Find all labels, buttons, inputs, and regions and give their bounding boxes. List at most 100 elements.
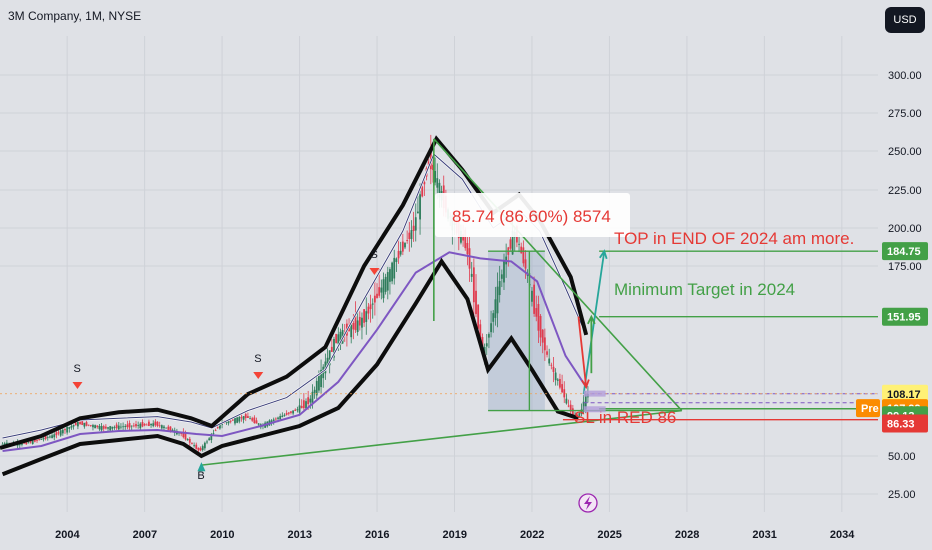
candle-body [410,230,413,240]
candle-body [216,427,219,429]
candle-body [399,250,402,255]
currency-button[interactable]: USD [885,7,925,33]
candle-body [3,443,6,446]
candle-body [373,295,376,303]
candle-body [561,384,563,393]
price-tag-86: 86.33 [887,419,915,431]
candle-body [229,420,232,422]
candle-body [122,426,124,428]
candle-body [548,358,551,364]
candle-body [432,164,434,171]
candle-body [421,186,424,197]
candle-body [81,421,84,425]
candle-body [391,262,393,282]
candle-body [163,426,165,429]
sell-signal-label: S [370,249,377,261]
sell-signal-marker [72,382,83,389]
candle-body [292,410,294,414]
sell-signal-marker [253,372,264,379]
candle-body [386,272,389,291]
candle-body [247,416,249,418]
candle-body [51,435,53,439]
candle-body [33,439,36,442]
candle-body [219,423,221,429]
candle-body [225,421,228,423]
candle-body [83,422,86,427]
candle-body [145,424,148,426]
candle-body [227,420,230,424]
candle-body [279,416,282,420]
candle-body [281,415,284,418]
candle-body [117,425,120,430]
candle-body [550,364,553,366]
candle-body [305,401,307,409]
measure-label: 85.74 (86.60%) 8574 [452,207,611,226]
candle-body [378,287,381,296]
candle-body [571,408,574,415]
candle-body [68,427,71,429]
candle-body [500,274,503,279]
candle-body [363,309,366,323]
candle-body [496,286,499,314]
candle-body [380,287,383,293]
candle-body [100,426,103,431]
candle-body [102,426,105,429]
candle-body [92,425,94,428]
candle-body [376,293,378,298]
symbol-title: 3M Company, 1M, NYSE [8,9,142,23]
candle-body [556,379,559,381]
candle-body [238,417,241,422]
candle-body [300,405,303,409]
candle-body [251,418,254,421]
sell-signal-label: S [73,363,80,375]
candle-body [389,269,391,282]
candle-body [274,418,277,420]
x-tick-label: 2007 [133,529,157,541]
candle-body [419,194,421,220]
candle-body [578,413,581,418]
measure-box [488,251,545,411]
candle-body [302,400,305,409]
candle-body [294,409,297,411]
buy-signal-marker [197,462,206,472]
candle-body [210,434,213,441]
candle-body [57,432,60,434]
candle-body [283,414,286,416]
candle-body [404,243,406,248]
candle-body [406,240,409,241]
candle-body [485,343,488,347]
measure-label-box [435,193,630,237]
candle-body [70,426,73,428]
candle-body [356,320,359,333]
y-tick-label: 50.00 [888,451,916,463]
candle-body [135,424,137,427]
candle-body [522,247,525,264]
y-tick-label: 275.00 [888,108,922,120]
candle-body [554,372,557,381]
candle-body [464,229,467,249]
candle-body [365,311,368,323]
candle-body [531,290,533,302]
red-down-arrow-head [581,379,590,390]
candle-body [148,421,150,426]
candle-body [277,417,279,419]
candle-body [167,426,170,430]
price-tag-86-bg [882,414,928,433]
candle-body [236,417,239,423]
candle-body [36,440,38,441]
candle-body [240,417,243,419]
candle-body [188,438,191,443]
price-tag-184-bg [882,242,928,261]
candle-body [38,439,41,441]
lower-band-line [1,257,580,477]
candle-body [46,437,49,438]
candle-body [253,417,256,424]
candle-body [354,316,357,331]
candle-body [94,425,97,429]
candle-body [184,433,187,440]
candle-body [298,405,301,413]
candle-body [206,441,208,443]
candle-body [462,234,465,241]
